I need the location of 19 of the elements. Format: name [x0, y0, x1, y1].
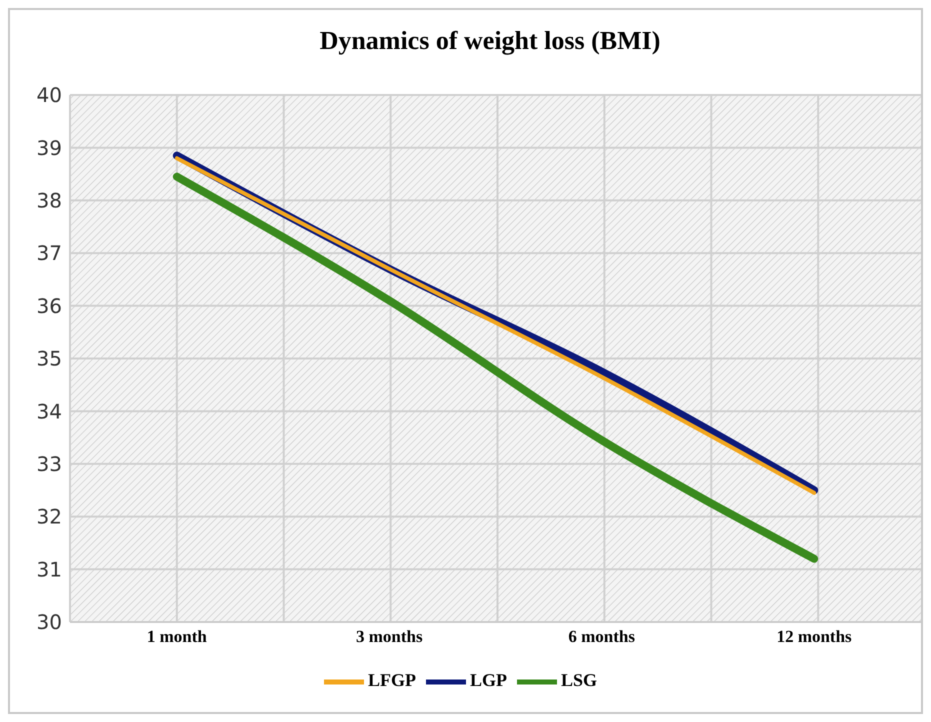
x-tick-label: 3 months [356, 627, 423, 646]
y-tick-label: 36 [36, 294, 62, 318]
y-tick-label: 34 [36, 399, 62, 424]
y-tick-label: 31 [36, 557, 62, 582]
x-tick-label: 1 month [146, 627, 208, 646]
y-tick-label: 33 [36, 452, 62, 476]
legend-label: LFGP [368, 670, 416, 690]
chart-title: Dynamics of weight loss (BMI) [160, 22, 820, 60]
y-tick-label: 40 [36, 83, 62, 108]
y-tick-label: 39 [36, 136, 62, 160]
y-tick-label: 38 [36, 188, 62, 212]
y-tick-label: 30 [36, 610, 62, 634]
x-tick-label: 6 months [568, 627, 636, 646]
y-tick-label: 37 [36, 241, 62, 266]
legend-label: LSG [560, 670, 598, 690]
y-tick-label: 32 [36, 504, 62, 529]
x-tick-label: 12 months [776, 627, 852, 646]
y-tick-label: 35 [36, 346, 62, 371]
legend-label: LGP [470, 670, 507, 690]
